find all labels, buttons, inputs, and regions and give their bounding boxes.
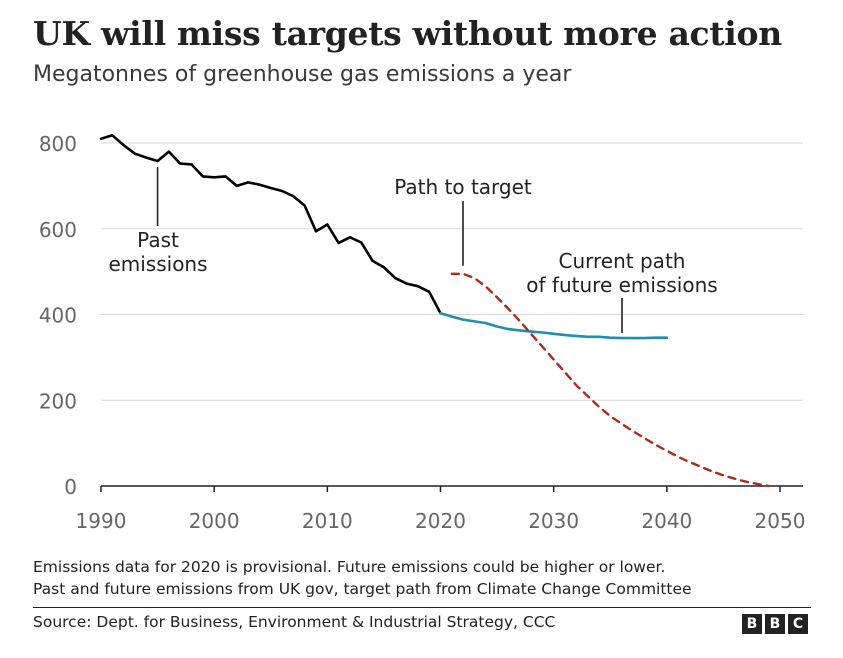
bbc-logo-letter-1: B — [742, 614, 762, 634]
past-emissions-label-line-2: emissions — [108, 252, 207, 276]
chart-title: UK will miss targets without more action — [33, 14, 782, 53]
x-tick-label-2020: 2020 — [415, 509, 466, 533]
past-emissions-line — [99, 134, 442, 315]
x-tick-label-2050: 2050 — [755, 509, 806, 533]
x-tick-label-2030: 2030 — [528, 509, 579, 533]
source-credit: Source: Dept. for Business, Environment … — [33, 613, 556, 631]
current-path-line — [439, 311, 669, 340]
y-tick-label-200: 200 — [39, 389, 77, 413]
x-tick-label-2010: 2010 — [302, 509, 353, 533]
footer-divider — [33, 607, 811, 608]
target-path-line — [450, 272, 770, 488]
y-tick-label-600: 600 — [39, 218, 77, 242]
past-emissions-label-line-1: Past — [137, 228, 179, 252]
chart-subtitle: Megatonnes of greenhouse gas emissions a… — [33, 62, 572, 87]
footnote-provisional: Emissions data for 2020 is provisional. … — [33, 558, 666, 576]
bbc-logo-letter-2: B — [765, 614, 785, 634]
x-tick-label-1990: 1990 — [76, 509, 127, 533]
bbc-logo-letter-3: C — [788, 614, 808, 634]
y-tick-label-0: 0 — [64, 475, 77, 499]
y-tick-label-800: 800 — [39, 132, 77, 156]
y-tick-label-400: 400 — [39, 304, 77, 328]
current-path-label-line-1: Current path — [559, 249, 686, 273]
footnotes: Emissions data for 2020 is provisional. … — [33, 556, 692, 600]
emissions-line-chart: 0 200 400 600 800 1990 2000 2010 2020 2030 2040 205… — [39, 132, 806, 533]
bbc-logo: B B C — [742, 614, 808, 634]
x-tick-label-2000: 2000 — [189, 509, 240, 533]
footnote-sources: Past and future emissions from UK gov, t… — [33, 580, 692, 598]
current-path-label-line-2: of future emissions — [526, 273, 717, 297]
path-to-target-label: Path to target — [394, 175, 532, 199]
x-tick-label-2040: 2040 — [641, 509, 692, 533]
